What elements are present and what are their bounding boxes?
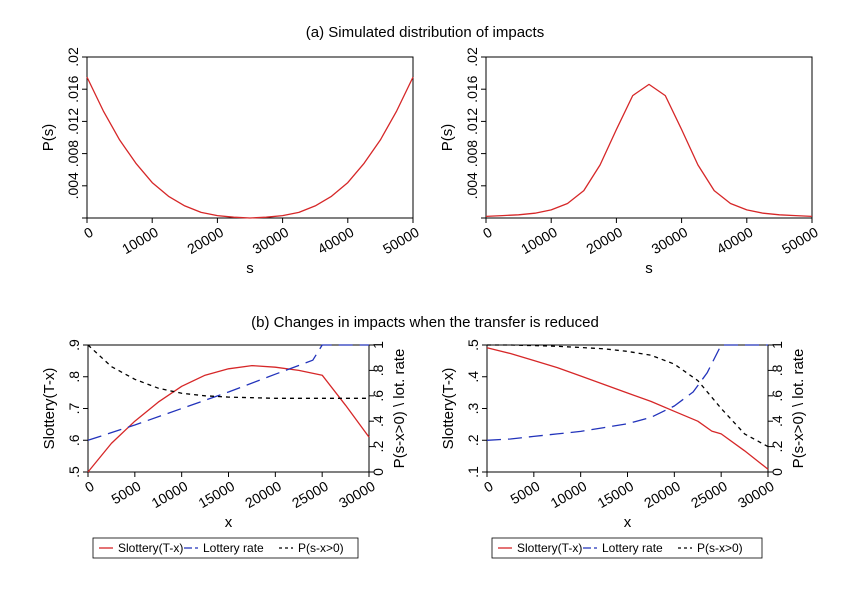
series-line <box>86 76 414 219</box>
series-line-slottery-t-x <box>87 364 370 473</box>
y-right-tick-label: .2 <box>769 441 785 453</box>
series-line-lottery-rate <box>486 344 768 441</box>
y-right-tick-label: 1 <box>769 341 785 349</box>
legend-label: Slottery(T-x) <box>118 541 183 555</box>
y-tick-label: .8 <box>66 371 82 383</box>
y-tick-label: .02 <box>65 47 81 67</box>
y-tick-label: .3 <box>465 402 481 414</box>
series-line-lottery-rate <box>87 344 369 441</box>
x-axis-label: s <box>246 260 254 277</box>
y-tick-label: .5 <box>465 339 481 351</box>
y-tick-label: .2 <box>465 434 481 446</box>
y-right-axis-label: P(s-x>0) \ lot. rate <box>391 349 408 469</box>
y-tick-label: .016 <box>65 75 81 102</box>
y-right-tick-label: 0 <box>370 468 386 476</box>
y-tick-label: .012 <box>65 108 81 135</box>
y-right-tick-label: .2 <box>370 441 386 453</box>
legend-label: P(s-x>0) <box>298 541 344 555</box>
y-tick-label: .5 <box>66 466 82 478</box>
x-axis-label: x <box>225 514 233 531</box>
chart-4: 0 5000 10000 15000 20000 25000 30000.1.2.3.4.5… <box>440 339 807 559</box>
legend-label: Slottery(T-x) <box>517 541 582 555</box>
series-line-slottery-t-x <box>486 347 769 470</box>
y-right-tick-label: 0 <box>769 468 785 476</box>
series-line-p-s-x-0 <box>87 344 369 399</box>
series-line <box>485 83 813 218</box>
y-right-tick-label: .6 <box>370 390 386 402</box>
x-axis-label: s <box>645 260 653 277</box>
y-tick-label: .1 <box>465 466 481 478</box>
y-axis-label: P(s) <box>40 124 57 152</box>
y-right-tick-label: 1 <box>370 341 386 349</box>
y-right-tick-label: .8 <box>769 364 785 376</box>
plot-frame <box>485 56 813 219</box>
legend-label: Lottery rate <box>602 541 663 555</box>
y-right-tick-label: .8 <box>370 364 386 376</box>
y-tick-label: .012 <box>464 108 480 135</box>
legend: Slottery(T-x) Lottery rate P(s-x>0) <box>92 537 359 559</box>
legend-box <box>491 537 763 559</box>
y-tick-label: .02 <box>464 47 480 67</box>
y-right-tick-label: .4 <box>769 415 785 427</box>
y-tick-label: .008 <box>65 140 81 167</box>
y-tick-label: .6 <box>66 434 82 446</box>
legend-label: P(s-x>0) <box>697 541 743 555</box>
y-tick-label: .9 <box>66 339 82 351</box>
y-tick-label: .7 <box>66 402 82 414</box>
y-tick-label: .004 <box>464 172 480 199</box>
y-tick-label: .004 <box>65 172 81 199</box>
legend-box <box>92 537 359 559</box>
y-tick-label: .008 <box>464 140 480 167</box>
y-right-tick-label: .6 <box>769 390 785 402</box>
legend: Slottery(T-x) Lottery rate P(s-x>0) <box>491 537 763 559</box>
y-right-tick-label: .4 <box>370 415 386 427</box>
y-right-axis-label: P(s-x>0) \ lot. rate <box>790 349 807 469</box>
x-axis-label: x <box>624 514 632 531</box>
y-tick-label: .4 <box>465 371 481 383</box>
y-axis-label: Slottery(T-x) <box>440 368 457 450</box>
y-axis-label: Slottery(T-x) <box>41 368 58 450</box>
y-tick-label: .016 <box>464 75 480 102</box>
section-b-title: (b) Changes in impacts when the transfer… <box>251 314 599 331</box>
section-a-title: (a) Simulated distribution of impacts <box>306 24 544 41</box>
legend-label: Lottery rate <box>203 541 264 555</box>
chart-3: 0 5000 10000 15000 20000 25000 30000.5.6.7.8.9… <box>41 339 408 559</box>
y-axis-label: P(s) <box>439 124 456 152</box>
